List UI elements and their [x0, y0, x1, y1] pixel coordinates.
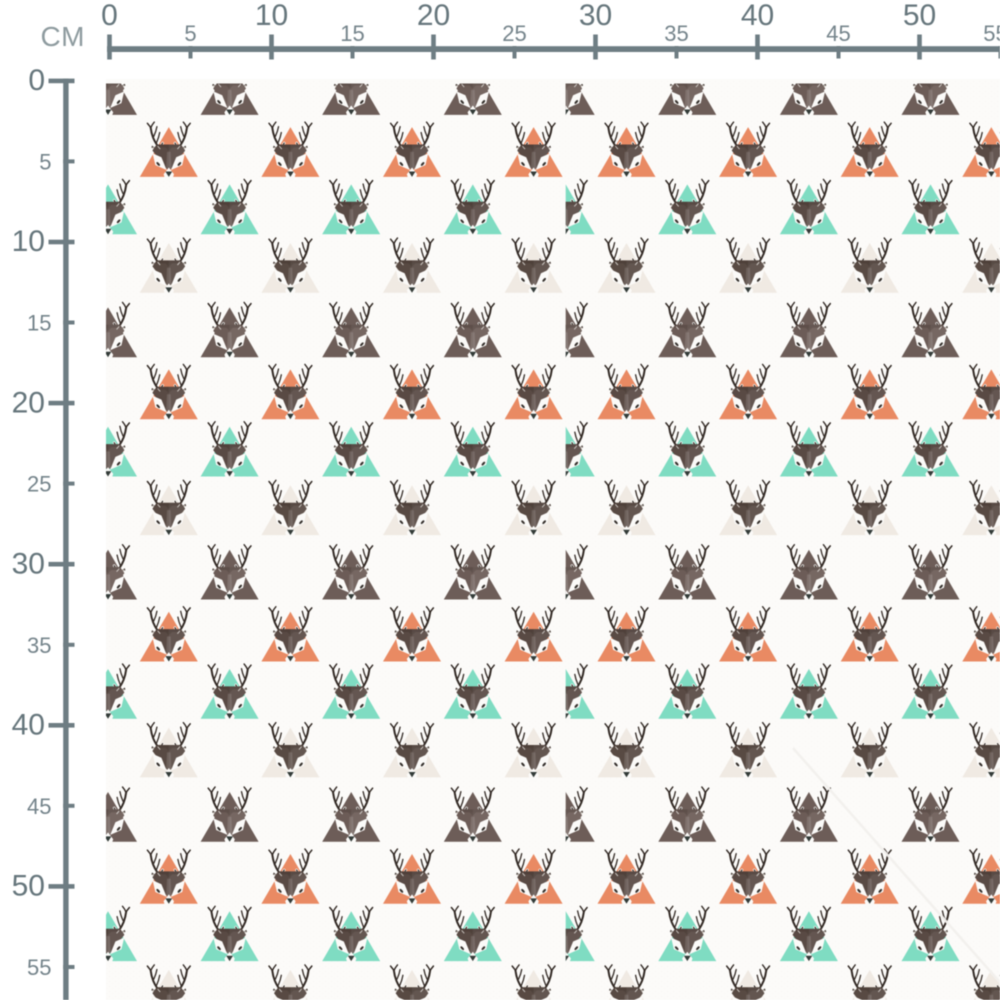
svg-text:30: 30 — [579, 0, 612, 32]
svg-text:55: 55 — [983, 21, 1000, 46]
svg-text:20: 20 — [12, 386, 45, 419]
svg-text:0: 0 — [101, 0, 118, 32]
svg-text:0: 0 — [28, 64, 45, 97]
svg-text:50: 50 — [903, 0, 936, 32]
svg-text:35: 35 — [27, 633, 51, 658]
svg-text:55: 55 — [27, 955, 51, 980]
svg-text:CM: CM — [40, 21, 85, 52]
svg-text:50: 50 — [12, 870, 45, 903]
svg-text:15: 15 — [340, 21, 364, 46]
svg-text:5: 5 — [184, 21, 196, 46]
svg-text:25: 25 — [502, 21, 526, 46]
svg-text:40: 40 — [741, 0, 774, 32]
svg-text:15: 15 — [27, 311, 51, 336]
svg-text:45: 45 — [826, 21, 850, 46]
svg-text:45: 45 — [27, 794, 51, 819]
svg-text:10: 10 — [255, 0, 288, 32]
svg-text:10: 10 — [12, 225, 45, 258]
svg-text:25: 25 — [27, 472, 51, 497]
svg-text:35: 35 — [664, 21, 688, 46]
svg-text:30: 30 — [12, 547, 45, 580]
svg-text:40: 40 — [12, 709, 45, 742]
svg-text:5: 5 — [39, 149, 51, 174]
svg-text:20: 20 — [417, 0, 450, 32]
